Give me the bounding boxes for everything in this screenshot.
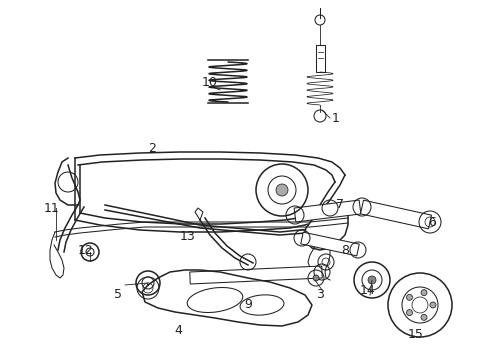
- Polygon shape: [142, 270, 312, 326]
- Text: 8: 8: [341, 243, 349, 256]
- Circle shape: [407, 310, 413, 316]
- Circle shape: [430, 302, 436, 308]
- Circle shape: [407, 294, 413, 300]
- Text: 6: 6: [428, 216, 436, 229]
- Circle shape: [276, 184, 288, 196]
- Text: 2: 2: [148, 141, 156, 154]
- Text: 5: 5: [114, 288, 122, 302]
- Circle shape: [313, 275, 319, 281]
- Text: 13: 13: [180, 230, 196, 243]
- Bar: [316, 45, 324, 72]
- Circle shape: [368, 276, 376, 284]
- Text: 3: 3: [316, 288, 324, 302]
- Text: 11: 11: [44, 202, 60, 215]
- Polygon shape: [361, 200, 432, 229]
- Text: 15: 15: [408, 328, 424, 342]
- Text: 14: 14: [360, 284, 376, 297]
- Polygon shape: [301, 232, 359, 256]
- Text: 12: 12: [78, 243, 94, 256]
- Polygon shape: [304, 205, 348, 250]
- Text: 4: 4: [174, 324, 182, 337]
- Text: 7: 7: [336, 198, 344, 211]
- Circle shape: [421, 314, 427, 320]
- Circle shape: [421, 290, 427, 296]
- Polygon shape: [294, 200, 361, 222]
- Polygon shape: [190, 266, 322, 284]
- Text: 1: 1: [332, 112, 340, 125]
- Text: 9: 9: [244, 298, 252, 311]
- Text: 10: 10: [202, 76, 218, 89]
